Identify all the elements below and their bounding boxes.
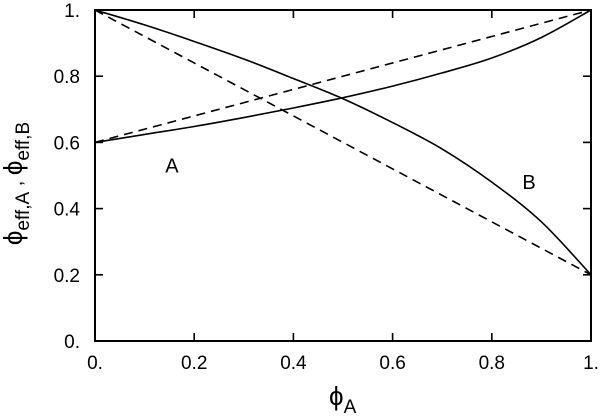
y-tick-label: 0.2 xyxy=(54,266,80,287)
y-axis-label-sub-a: eff,A xyxy=(13,192,34,231)
x-axis-label-main: ϕ xyxy=(329,381,344,411)
y-axis-label-main-a: ϕ xyxy=(0,231,28,246)
y-axis-label-main-b: ϕ xyxy=(0,161,28,176)
x-tick-label: 0. xyxy=(87,353,103,374)
series-layer xyxy=(94,9,592,276)
x-tick-label: 1. xyxy=(583,353,599,374)
y-axis-label: ϕeff,A , ϕeff,B xyxy=(0,122,34,245)
x-tick-label: 0.8 xyxy=(479,353,505,374)
solid-series-line-2 xyxy=(94,9,592,276)
series-annotation-a: A xyxy=(165,156,179,178)
x-tick-label: 0.4 xyxy=(280,353,307,374)
y-tick-label: 1. xyxy=(64,1,80,22)
plot-frame xyxy=(94,9,592,342)
dashed-series-line-4 xyxy=(94,9,592,276)
y-tick-label: 0.8 xyxy=(54,67,80,88)
x-tick-label: 0.6 xyxy=(379,353,405,374)
y-tick-label: 0. xyxy=(64,332,80,353)
x-axis-label-sub: A xyxy=(344,397,357,416)
solid-series-line-1 xyxy=(94,9,592,144)
y-tick-label: 0.6 xyxy=(54,133,80,154)
y-axis-label-sub-b: eff,B xyxy=(13,122,34,161)
series-annotation-b: B xyxy=(522,172,535,194)
y-tick-label: 0.4 xyxy=(54,200,81,221)
dashed-series-line-3 xyxy=(94,9,592,144)
x-axis-label: ϕA xyxy=(329,381,357,416)
tick-layer: 0. 0.2 0.4 0.6 0.8 1. 0. 0.2 0.4 0.6 0.8 1. xyxy=(54,1,599,374)
label-layer: AB xyxy=(165,156,535,195)
y-axis-label-separator: , xyxy=(5,175,27,192)
x-tick-label: 0.2 xyxy=(181,353,207,374)
